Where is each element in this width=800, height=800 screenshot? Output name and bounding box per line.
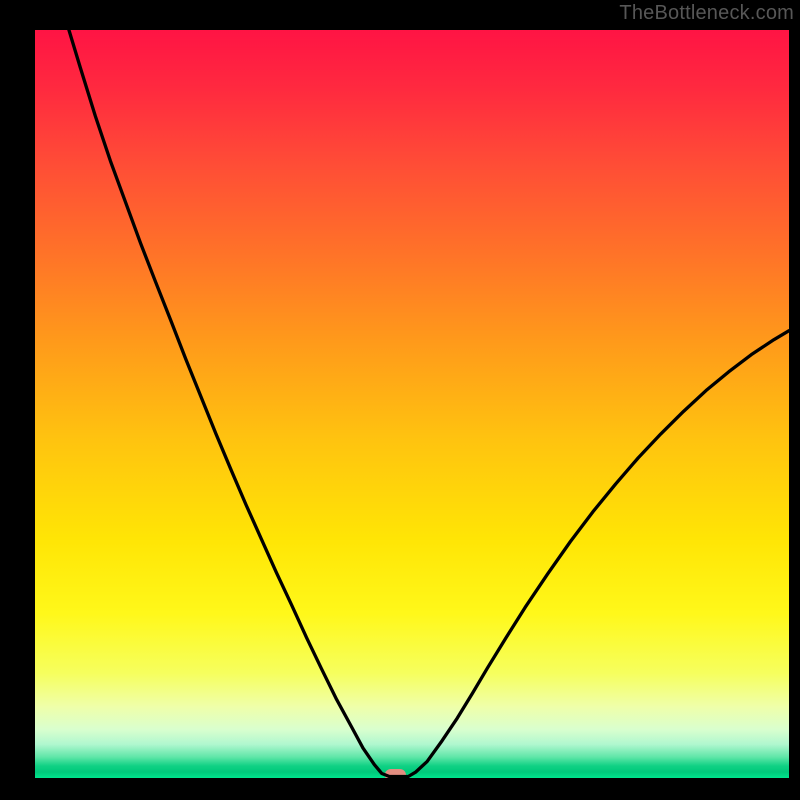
gradient-background bbox=[35, 30, 789, 778]
bottleneck-chart bbox=[0, 0, 800, 800]
frame-left bbox=[0, 0, 35, 800]
frame-right bbox=[789, 0, 800, 800]
frame-bottom bbox=[0, 778, 800, 800]
watermark-text: TheBottleneck.com bbox=[619, 2, 794, 25]
